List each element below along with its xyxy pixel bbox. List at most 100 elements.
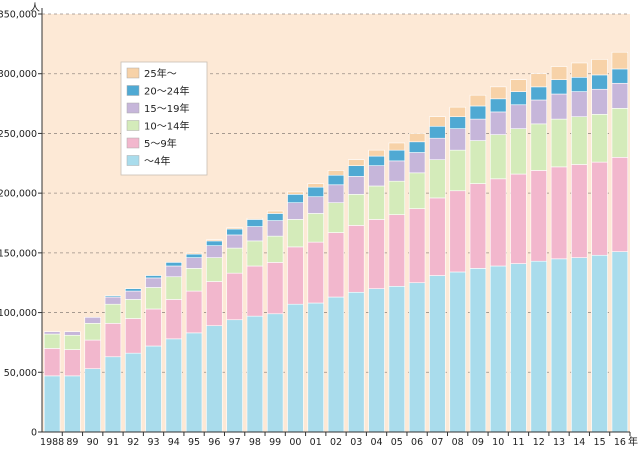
bar-segment <box>145 287 162 310</box>
bar-segment <box>489 86 507 100</box>
y-tick-label: 0 <box>31 428 37 439</box>
bar-segment <box>449 128 466 151</box>
bar-segment <box>185 332 203 433</box>
bar-segment <box>206 240 223 246</box>
bar-segment <box>327 184 345 203</box>
bar-segment <box>408 172 426 209</box>
bar-segment <box>165 338 183 433</box>
bar-segment <box>145 275 162 279</box>
bar-segment <box>145 345 162 433</box>
bar-segment <box>530 260 547 433</box>
bar-segment <box>125 288 142 292</box>
y-tick-label: 150,000 <box>0 248 37 259</box>
bar-segment <box>550 66 568 80</box>
bar-segment <box>348 194 365 226</box>
bar-segment <box>104 303 122 324</box>
bar-segment <box>571 164 588 258</box>
bar-segment <box>550 258 568 433</box>
x-axis-unit: 年 <box>628 435 638 448</box>
x-tick-label: 96 <box>208 437 220 448</box>
legend-swatch <box>126 102 140 114</box>
bar-segment <box>388 214 406 287</box>
y-axis-unit: 人 <box>30 2 40 14</box>
bar-segment <box>591 59 608 76</box>
bar-segment <box>449 149 466 192</box>
bar-segment <box>185 257 203 269</box>
bars-layer <box>43 51 629 433</box>
bar-segment <box>84 323 101 341</box>
x-tick-label: 98 <box>249 437 261 448</box>
bar-segment <box>388 149 406 162</box>
bar-segment <box>84 317 101 324</box>
x-tick-label: 1988 <box>40 437 64 448</box>
legend-label: 5〜9年 <box>144 137 177 150</box>
bar-segment <box>571 116 588 165</box>
bar-segment <box>591 161 608 256</box>
bar-segment <box>591 114 608 163</box>
x-tick-label: 02 <box>330 437 342 448</box>
bar-segment <box>388 180 406 215</box>
bar-segment <box>226 247 243 274</box>
bar-segment <box>611 68 629 84</box>
x-tick-label: 11 <box>512 437 524 448</box>
bar-segment <box>226 234 243 249</box>
bar-segment <box>429 125 446 139</box>
bar-segment <box>327 232 345 298</box>
x-tick-label: 12 <box>533 437 545 448</box>
y-tick-label: 300,000 <box>0 69 37 80</box>
bar-segment <box>327 296 345 433</box>
y-tick-label: 250,000 <box>0 129 37 140</box>
bar-segment <box>307 302 324 433</box>
bar-segment <box>388 160 406 182</box>
bar-segment <box>571 257 588 433</box>
bar-segment <box>489 111 507 135</box>
bar-segment <box>348 291 365 433</box>
x-tick-label: 07 <box>431 437 443 448</box>
bar-segment <box>165 276 183 300</box>
bar-segment <box>510 263 527 433</box>
bar-segment <box>429 197 446 276</box>
bar-segment <box>510 173 527 264</box>
bar-segment <box>550 79 568 95</box>
bar-segment <box>611 108 629 158</box>
bar-segment <box>449 116 466 129</box>
bar-segment <box>510 91 527 106</box>
bar-segment <box>266 313 284 433</box>
x-tick-label: 01 <box>310 437 322 448</box>
bar-segment <box>327 174 345 186</box>
bar-segment <box>206 257 223 282</box>
y-tick-label: 200,000 <box>0 189 37 200</box>
x-tick-label: 03 <box>350 437 362 448</box>
bar-segment <box>104 356 122 433</box>
bar-segment <box>368 165 385 187</box>
x-tick-label: 93 <box>147 437 159 448</box>
bar-segment <box>246 240 264 267</box>
x-tick-label: 97 <box>229 437 241 448</box>
bar-segment <box>530 123 547 171</box>
bar-segment <box>327 202 345 233</box>
bar-segment <box>43 348 61 377</box>
bar-segment <box>125 318 142 354</box>
x-tick-label: 89 <box>66 437 78 448</box>
bar-segment <box>449 271 466 433</box>
bar-segment <box>469 183 487 269</box>
legend-label: 15〜19年 <box>144 102 189 115</box>
bar-segment <box>125 352 142 433</box>
bar-segment <box>145 308 162 347</box>
bar-segment <box>429 159 446 199</box>
bar-segment <box>226 228 243 236</box>
legend-swatch <box>126 155 140 166</box>
bar-segment <box>307 183 324 188</box>
bar-segment <box>348 165 365 177</box>
bar-segment <box>185 268 203 292</box>
bar-segment <box>185 253 203 258</box>
legend: 25年〜 20〜24年 15〜19年 10〜14年 5〜9年〜4年 <box>120 61 208 176</box>
x-tick-label: 09 <box>472 437 484 448</box>
bar-segment <box>246 219 264 227</box>
bar-segment <box>550 118 568 168</box>
bar-segment <box>165 299 183 340</box>
y-tick-labels: 0 50,000 100,000 150,000 200,000 250,000 300,0… <box>0 10 37 439</box>
x-tick-label: 14 <box>573 437 585 448</box>
bar-segment <box>64 331 81 336</box>
